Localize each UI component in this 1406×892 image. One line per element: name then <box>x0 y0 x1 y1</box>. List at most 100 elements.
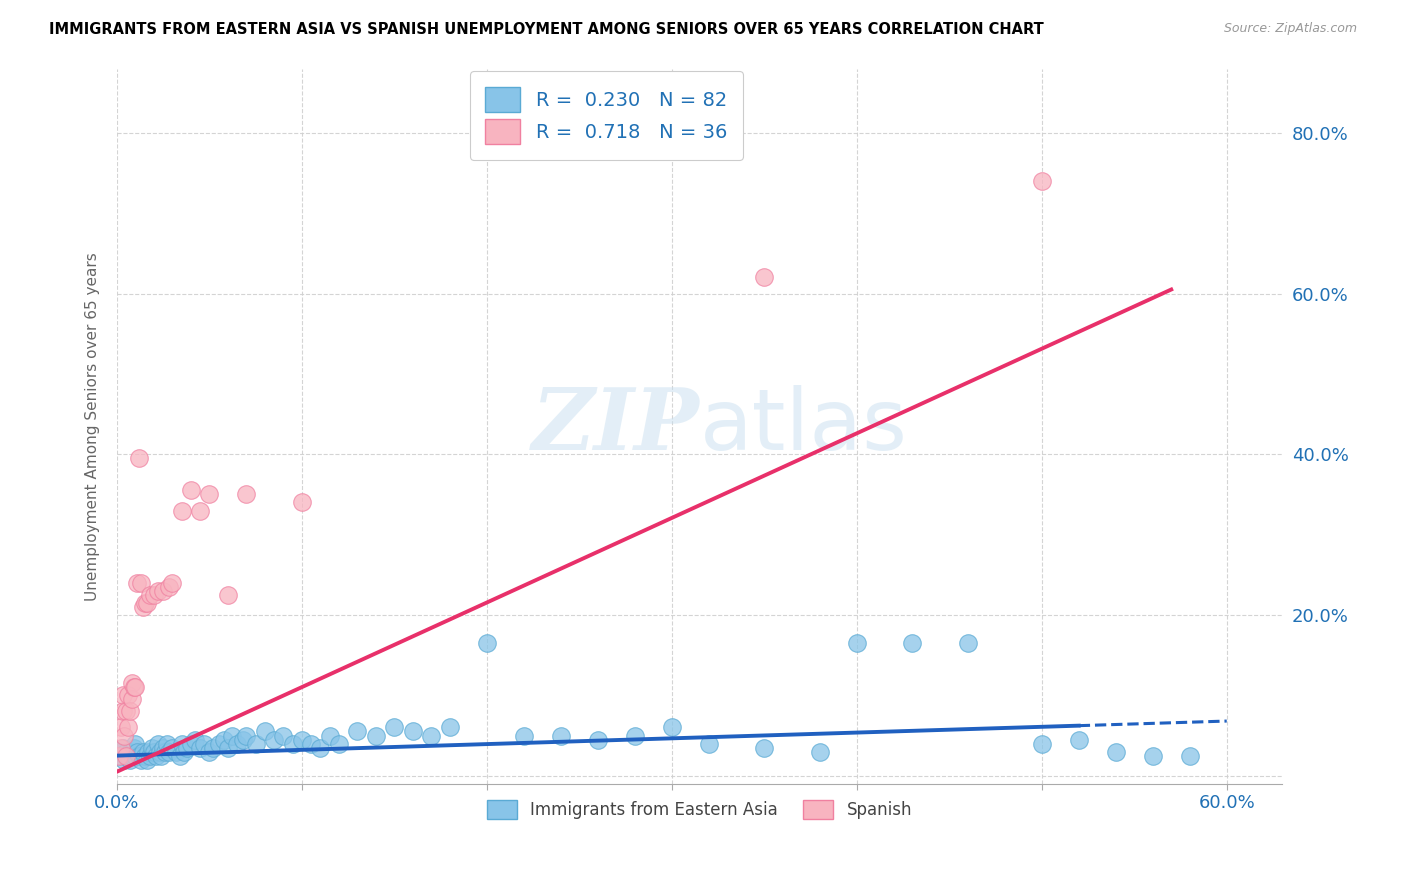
Point <box>170 737 193 751</box>
Point <box>180 483 202 498</box>
Point <box>226 737 249 751</box>
Point <box>124 737 146 751</box>
Point <box>135 596 157 610</box>
Point <box>110 721 132 735</box>
Point <box>146 583 169 598</box>
Point <box>110 740 132 755</box>
Point <box>808 745 831 759</box>
Point <box>143 588 166 602</box>
Point <box>108 745 131 759</box>
Point <box>132 745 155 759</box>
Point <box>117 748 139 763</box>
Point <box>384 721 406 735</box>
Point <box>111 705 134 719</box>
Point <box>901 636 924 650</box>
Point <box>439 721 461 735</box>
Point <box>193 737 215 751</box>
Point <box>156 737 179 751</box>
Point <box>111 689 134 703</box>
Point <box>173 745 195 759</box>
Point <box>145 748 167 763</box>
Point <box>115 745 138 759</box>
Point <box>132 599 155 614</box>
Point <box>139 588 162 602</box>
Point <box>121 748 143 763</box>
Point <box>198 487 221 501</box>
Point <box>1105 745 1128 759</box>
Point <box>281 737 304 751</box>
Point <box>550 729 572 743</box>
Point <box>346 724 368 739</box>
Point <box>845 636 868 650</box>
Point <box>157 580 180 594</box>
Legend: Immigrants from Eastern Asia, Spanish: Immigrants from Eastern Asia, Spanish <box>481 793 918 825</box>
Point <box>202 740 225 755</box>
Point <box>153 745 176 759</box>
Point <box>122 740 145 755</box>
Point <box>235 487 257 501</box>
Point <box>299 737 322 751</box>
Point <box>273 729 295 743</box>
Point <box>318 729 340 743</box>
Point <box>128 451 150 466</box>
Point <box>112 753 135 767</box>
Point <box>118 753 141 767</box>
Point <box>157 745 180 759</box>
Point <box>121 676 143 690</box>
Point <box>1067 732 1090 747</box>
Point <box>146 737 169 751</box>
Point <box>108 748 131 763</box>
Point <box>221 729 243 743</box>
Text: IMMIGRANTS FROM EASTERN ASIA VS SPANISH UNEMPLOYMENT AMONG SENIORS OVER 65 YEARS: IMMIGRANTS FROM EASTERN ASIA VS SPANISH … <box>49 22 1045 37</box>
Point <box>112 729 135 743</box>
Point <box>134 748 156 763</box>
Point <box>165 745 187 759</box>
Point <box>118 745 141 759</box>
Point <box>169 748 191 763</box>
Y-axis label: Unemployment Among Seniors over 65 years: Unemployment Among Seniors over 65 years <box>86 252 100 600</box>
Point <box>1178 748 1201 763</box>
Point <box>127 745 149 759</box>
Point <box>513 729 536 743</box>
Point <box>162 575 184 590</box>
Point <box>110 748 132 763</box>
Point <box>127 575 149 590</box>
Point <box>124 748 146 763</box>
Point <box>1031 174 1053 188</box>
Point <box>111 740 134 755</box>
Point <box>198 745 221 759</box>
Point <box>141 740 163 755</box>
Point <box>122 681 145 695</box>
Point <box>139 748 162 763</box>
Point <box>328 737 350 751</box>
Point <box>754 740 776 755</box>
Point <box>475 636 498 650</box>
Point <box>115 705 138 719</box>
Point <box>143 745 166 759</box>
Point <box>235 729 257 743</box>
Point <box>697 737 720 751</box>
Point <box>128 748 150 763</box>
Text: atlas: atlas <box>700 384 908 467</box>
Text: ZIP: ZIP <box>531 384 700 468</box>
Point <box>208 737 231 751</box>
Point <box>291 732 314 747</box>
Point <box>129 753 152 767</box>
Point <box>586 732 609 747</box>
Point <box>183 732 205 747</box>
Point <box>1031 737 1053 751</box>
Point <box>124 681 146 695</box>
Point <box>420 729 443 743</box>
Point <box>212 732 235 747</box>
Point <box>121 692 143 706</box>
Point <box>180 737 202 751</box>
Point <box>309 740 332 755</box>
Point <box>117 689 139 703</box>
Point <box>754 270 776 285</box>
Point <box>364 729 387 743</box>
Point <box>245 737 267 751</box>
Point <box>152 740 174 755</box>
Point <box>253 724 276 739</box>
Point <box>150 748 173 763</box>
Point <box>217 588 239 602</box>
